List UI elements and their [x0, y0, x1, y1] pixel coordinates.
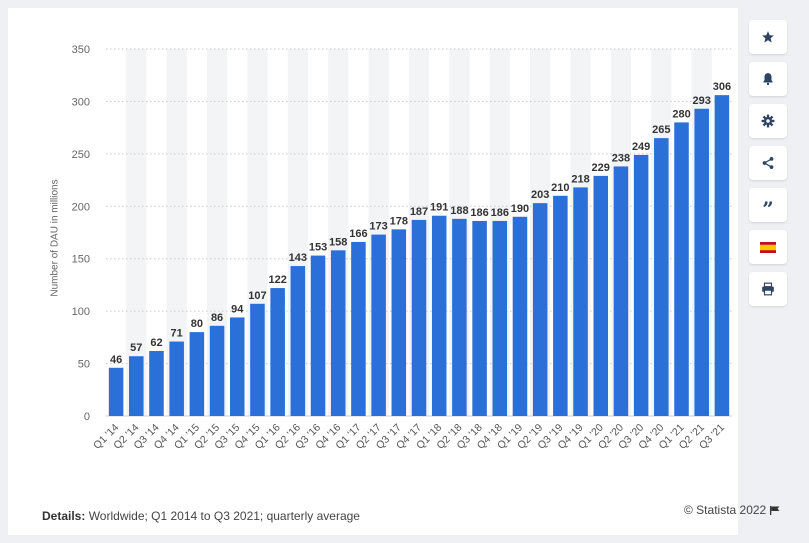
bar-value-label: 188 — [450, 205, 468, 217]
statista-copyright[interactable]: © Statista 2022 — [684, 503, 780, 517]
bar-value-label: 122 — [268, 274, 286, 286]
bar — [532, 203, 548, 416]
bar-value-label: 86 — [211, 312, 223, 324]
bar-value-label: 46 — [110, 354, 122, 366]
bar-value-label: 265 — [652, 124, 670, 136]
settings-button[interactable] — [749, 104, 787, 138]
column-band — [206, 49, 228, 416]
y-tick-label: 350 — [72, 44, 90, 56]
bar-value-label: 203 — [531, 189, 549, 201]
y-tick-label: 200 — [72, 201, 90, 213]
cite-button[interactable]: ” — [749, 188, 787, 222]
bar-value-label: 249 — [632, 141, 650, 153]
bar-value-label: 186 — [470, 207, 488, 219]
chart-card: 0 50 100 150 200 250 300 350 46 Q1 '14 57 Q2 '14 62 Q… — [8, 8, 780, 535]
bar — [129, 356, 144, 416]
bar-value-label: 293 — [693, 95, 711, 107]
bar — [694, 108, 709, 417]
bar — [290, 266, 306, 416]
bar-value-label: 229 — [592, 162, 610, 174]
bar — [613, 166, 629, 416]
favorite-button[interactable] — [749, 20, 787, 54]
language-button[interactable] — [749, 230, 787, 264]
bar — [674, 122, 689, 417]
bar — [169, 341, 184, 416]
details-note: Details: Worldwide; Q1 2014 to Q3 2021; … — [42, 509, 360, 523]
bar — [209, 325, 225, 416]
bar — [512, 216, 528, 416]
share-icon — [762, 157, 774, 169]
y-tick-label: 0 — [84, 411, 90, 423]
spain-flag-icon — [760, 241, 776, 253]
bar — [714, 95, 730, 416]
bar — [229, 317, 245, 416]
print-button[interactable] — [749, 272, 787, 306]
bell-icon — [763, 73, 773, 86]
bar — [472, 220, 487, 416]
flag-icon — [770, 506, 780, 515]
bar-value-label: 80 — [191, 318, 203, 330]
bar — [553, 195, 568, 416]
bar-value-label: 178 — [390, 215, 408, 227]
bar-value-label: 191 — [430, 202, 448, 214]
details-label: Details: — [42, 509, 86, 523]
bar — [452, 218, 467, 416]
print-icon — [762, 282, 774, 296]
bar-value-label: 210 — [551, 182, 569, 194]
bar — [411, 219, 427, 416]
y-tick-label: 300 — [72, 96, 90, 108]
bar-value-label: 280 — [672, 108, 690, 120]
bar — [654, 138, 669, 416]
bar — [351, 241, 366, 416]
details-text: Worldwide; Q1 2014 to Q3 2021; quarterly… — [85, 509, 360, 523]
bar-value-label: 186 — [491, 207, 509, 219]
bar — [492, 220, 508, 416]
bar-value-label: 57 — [130, 342, 142, 354]
bar — [330, 250, 346, 416]
bar-value-label: 187 — [410, 206, 428, 218]
star-icon — [762, 31, 774, 43]
bar — [189, 332, 205, 416]
quote-icon: ” — [762, 197, 774, 221]
bar-value-label: 306 — [713, 81, 731, 93]
bar-value-label: 173 — [369, 221, 387, 233]
notification-button[interactable] — [749, 62, 787, 96]
bar-value-label: 158 — [329, 236, 347, 248]
bar — [310, 255, 326, 416]
gear-icon — [761, 114, 775, 128]
bar-value-label: 218 — [571, 173, 589, 185]
bar-value-label: 190 — [511, 203, 529, 215]
bar — [593, 175, 609, 416]
bar — [573, 187, 588, 416]
y-tick-label: 100 — [72, 306, 90, 318]
bar-value-label: 143 — [289, 252, 307, 264]
copyright-text: © Statista 2022 — [684, 503, 767, 517]
bar-value-label: 62 — [150, 337, 162, 349]
column-band — [166, 49, 187, 416]
bar-value-label: 71 — [171, 328, 183, 340]
bar-value-label: 238 — [612, 152, 630, 164]
y-tick-label: 150 — [72, 254, 90, 266]
bar — [431, 215, 447, 416]
bar — [108, 367, 124, 416]
bar-value-label: 166 — [349, 228, 367, 240]
bar — [371, 234, 386, 416]
column-band — [126, 49, 147, 416]
bar — [391, 229, 407, 416]
share-button[interactable] — [749, 146, 787, 180]
y-tick-label: 250 — [72, 149, 90, 161]
bar-value-label: 94 — [231, 303, 244, 315]
bar — [633, 154, 649, 417]
y-tick-label: 50 — [78, 359, 90, 371]
bar — [270, 288, 285, 416]
bar-value-label: 153 — [309, 242, 327, 254]
bar-value-label: 107 — [248, 290, 266, 302]
y-axis-label: Number of DAU in millions — [49, 179, 61, 297]
bar — [250, 303, 265, 416]
sidebar-toolbar: ” — [749, 20, 787, 314]
bar — [149, 350, 164, 416]
